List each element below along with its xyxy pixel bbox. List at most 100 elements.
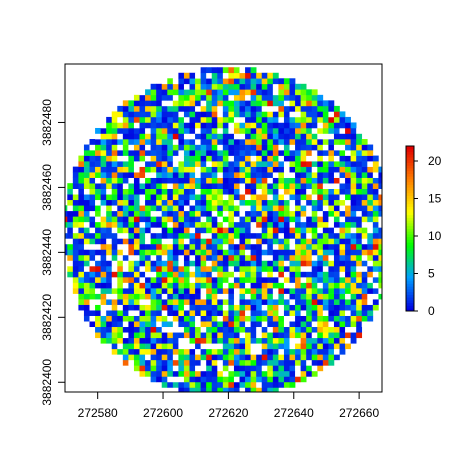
raster-cell (256, 216, 263, 223)
raster-cell (245, 271, 251, 278)
raster-cell (211, 116, 218, 123)
raster-cell (178, 381, 185, 388)
raster-cell (122, 304, 129, 311)
legend-swatch (406, 300, 414, 304)
raster-cell (356, 326, 363, 333)
raster-cell (261, 238, 268, 245)
raster-cell (161, 321, 168, 328)
raster-cell (189, 343, 196, 350)
raster-cell (317, 183, 324, 189)
raster-cell (200, 326, 207, 333)
raster-cell (117, 177, 124, 184)
raster-cell (278, 282, 285, 289)
raster-cell (239, 83, 246, 90)
raster-cell (339, 243, 346, 250)
raster-cell (317, 105, 324, 112)
raster-cell (261, 359, 268, 366)
raster-cell (245, 299, 251, 305)
raster-cell (300, 266, 307, 272)
raster-cell (156, 183, 163, 189)
raster-cell (106, 194, 113, 201)
raster-cell (256, 299, 263, 305)
raster-cell (267, 243, 274, 250)
raster-cell (278, 315, 285, 322)
raster-cell (317, 271, 324, 278)
raster-cell (111, 221, 118, 228)
raster-cell (245, 359, 251, 366)
raster-cell (239, 288, 246, 294)
raster-cell (317, 354, 324, 361)
raster-cell (350, 166, 357, 173)
raster-cell (317, 238, 324, 245)
raster-cell (222, 304, 229, 311)
raster-cell (89, 232, 96, 239)
raster-cell (390, 222, 396, 228)
legend-swatch (406, 242, 414, 246)
raster-cell (356, 194, 363, 201)
raster-cell (322, 133, 329, 140)
raster-cell (83, 227, 90, 234)
raster-cell (267, 72, 274, 79)
raster-cell (117, 354, 124, 361)
raster-cell (250, 172, 257, 178)
raster-cell (278, 238, 285, 245)
raster-cell (178, 337, 185, 344)
raster-cell (195, 94, 201, 101)
raster-cell (272, 78, 279, 85)
raster-cell (261, 260, 268, 267)
raster-cell (367, 216, 374, 223)
raster-cell (172, 310, 179, 316)
raster-cell (317, 232, 324, 239)
raster-cell (106, 133, 113, 140)
raster-cell (322, 122, 329, 129)
raster-cell (256, 288, 263, 294)
raster-cell (361, 266, 368, 272)
raster-cell (145, 266, 151, 272)
raster-cell (150, 205, 157, 212)
raster-cell (183, 271, 190, 278)
raster-cell (217, 337, 224, 344)
raster-cell (350, 133, 357, 140)
raster-cell (195, 161, 201, 167)
raster-cell (333, 354, 340, 361)
raster-cell (211, 277, 218, 283)
raster-cell (156, 304, 163, 311)
raster-cell (390, 238, 396, 244)
raster-cell (289, 354, 296, 361)
raster-cell (261, 293, 268, 300)
raster-cell (106, 172, 113, 178)
raster-cell (67, 271, 74, 278)
raster-cell (367, 221, 374, 228)
raster-cell (195, 210, 201, 217)
raster-cell (100, 127, 107, 134)
raster-cell (122, 315, 129, 322)
raster-cell (200, 381, 207, 388)
raster-cell (361, 216, 368, 223)
raster-cell (267, 166, 274, 173)
raster-cell (217, 150, 224, 156)
raster-cell (272, 299, 279, 305)
raster-cell (89, 172, 96, 178)
raster-cell (78, 210, 85, 217)
raster-cell (311, 238, 318, 245)
raster-cell (222, 205, 229, 212)
raster-cell (139, 277, 146, 283)
raster-cell (195, 321, 201, 328)
raster-cell (283, 205, 290, 212)
raster-cell (345, 243, 351, 250)
raster-cell (178, 133, 185, 140)
raster-cell (239, 343, 246, 350)
raster-cell (172, 266, 179, 272)
raster-cell (306, 232, 313, 239)
raster-cell (122, 210, 129, 217)
raster-cell (195, 133, 201, 140)
raster-cell (233, 243, 240, 250)
raster-cell (350, 194, 357, 201)
raster-cell (245, 387, 251, 392)
raster-cell (239, 199, 246, 206)
raster-cell (333, 232, 340, 239)
raster-cell (267, 277, 274, 283)
raster-cell (306, 299, 313, 305)
raster-cell (189, 277, 196, 283)
raster-cell (217, 155, 224, 162)
